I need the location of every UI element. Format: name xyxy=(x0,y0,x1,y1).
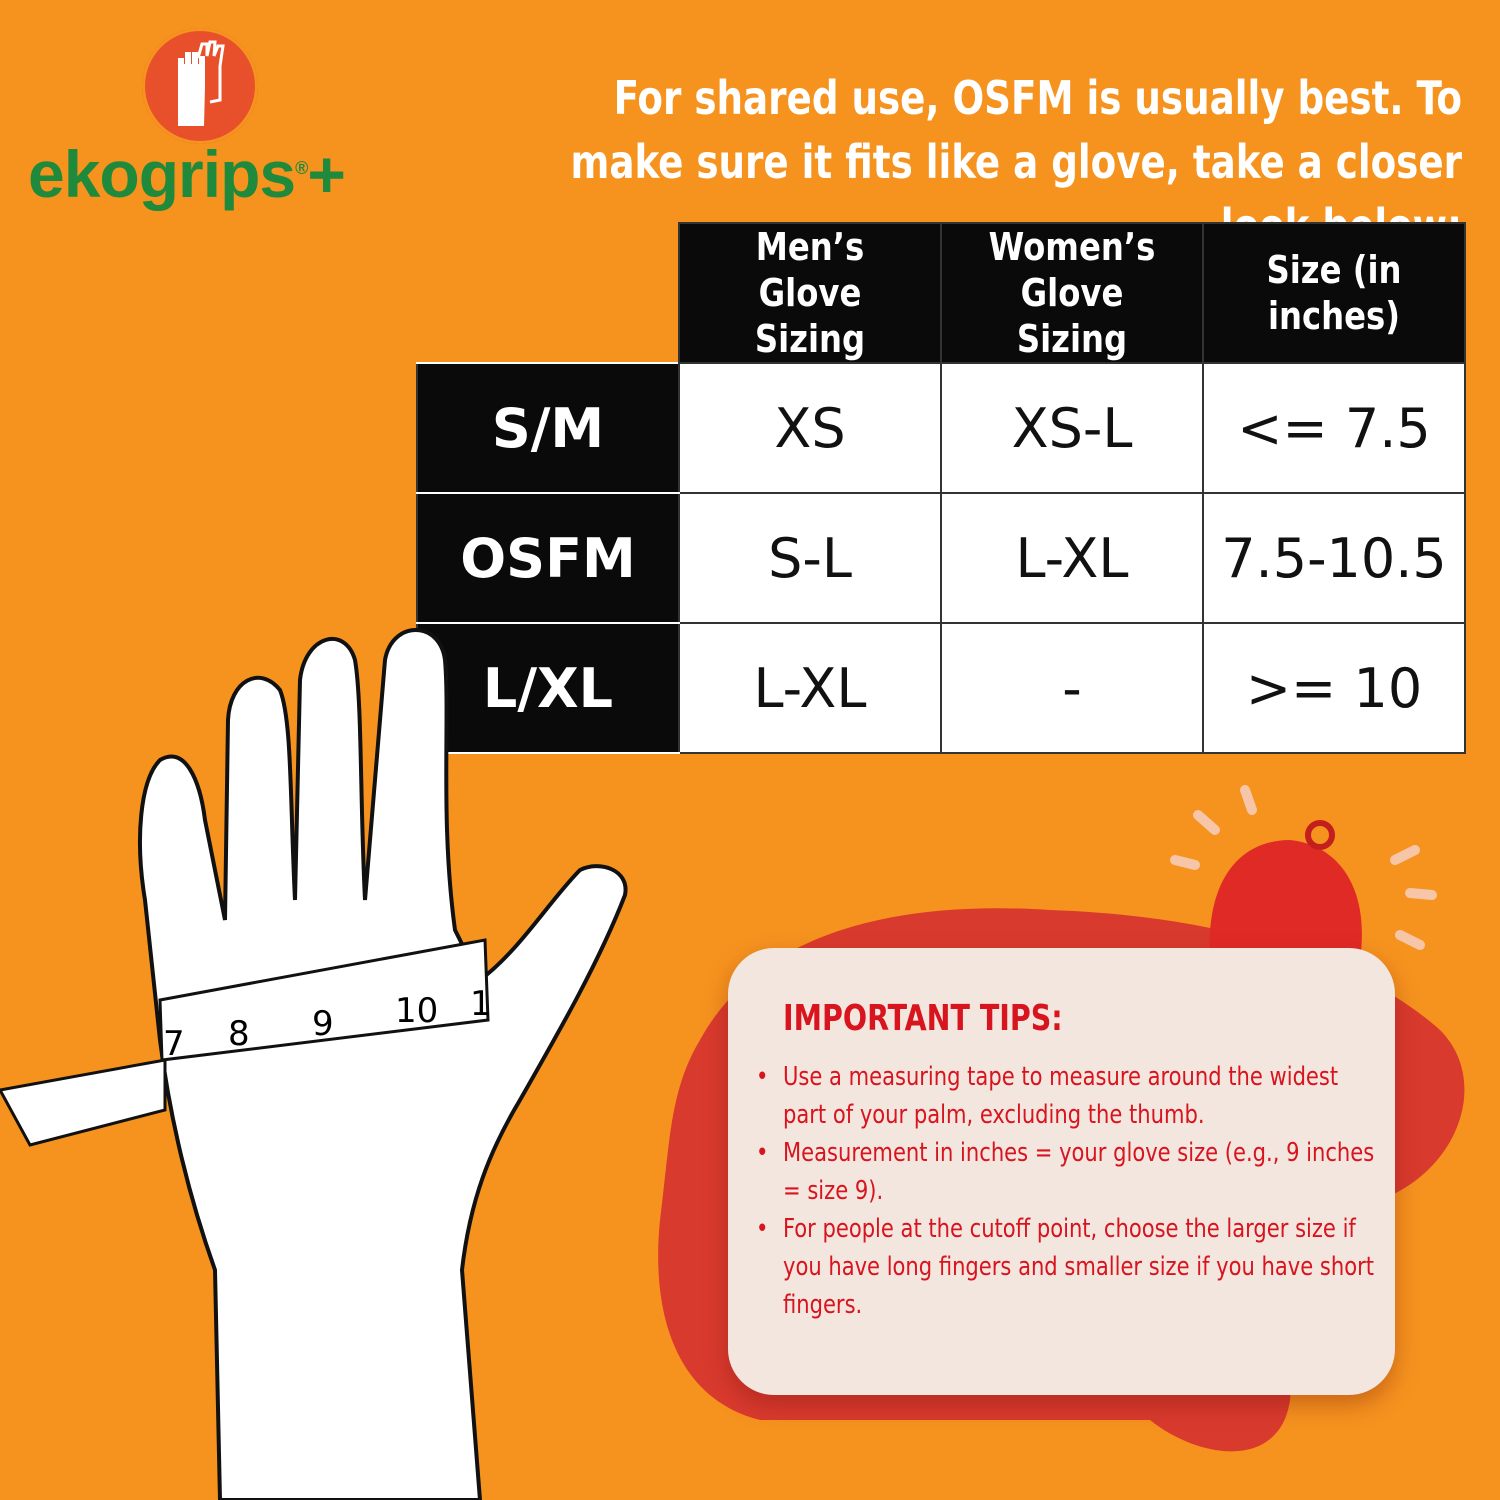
registered-mark: ® xyxy=(295,158,308,178)
brand-name: ekogrips xyxy=(28,137,296,211)
brand-logo: ekogrips®+ xyxy=(20,28,400,228)
table-cell: 7.5-10.5 xyxy=(1202,492,1466,624)
tape-number: 8 xyxy=(228,1014,250,1054)
row-label: L/XL xyxy=(416,622,680,754)
table-cell: XS-L xyxy=(940,362,1204,494)
table-cell: S-L xyxy=(678,492,942,624)
headline: For shared use, OSFM is usually best. To… xyxy=(570,71,1462,253)
table-header-row: Men’s Glove Sizing Women’s Glove Sizing … xyxy=(417,222,1466,364)
table-cell: >= 10 xyxy=(1202,622,1466,754)
tape-number: 1 xyxy=(470,984,492,1024)
tip-item: Measurement in inches = your glove size … xyxy=(756,1134,1377,1210)
size-chart-table: Men’s Glove Sizing Women’s Glove Sizing … xyxy=(416,222,1466,754)
table-row: OSFM S-L L-XL 7.5-10.5 xyxy=(416,492,1466,624)
table-cell: <= 7.5 xyxy=(1202,362,1466,494)
table-cell: XS xyxy=(678,362,942,494)
brand-suffix: + xyxy=(307,137,346,211)
hand-with-measuring-tape-icon: 7 8 9 10 1 xyxy=(0,628,628,1500)
blank-header xyxy=(417,223,679,363)
gloves-icon xyxy=(142,28,258,144)
tip-item: Use a measuring tape to measure around t… xyxy=(756,1058,1377,1134)
table-row: L/XL L-XL - >= 10 xyxy=(416,622,1466,754)
column-header: Size (in inches) xyxy=(1202,222,1466,364)
column-header: Men’s Glove Sizing xyxy=(678,222,942,364)
row-label: S/M xyxy=(416,362,680,494)
tip-item: For people at the cutoff point, choose t… xyxy=(756,1210,1377,1324)
table-cell: L-XL xyxy=(678,622,942,754)
row-label: OSFM xyxy=(416,492,680,624)
table-cell: - xyxy=(940,622,1204,754)
tape-number: 10 xyxy=(395,991,438,1031)
tips-title: IMPORTANT TIPS: xyxy=(783,998,1063,1039)
tape-number: 7 xyxy=(163,1024,185,1064)
tips-list: Use a measuring tape to measure around t… xyxy=(756,1058,1383,1324)
column-header: Women’s Glove Sizing xyxy=(940,222,1204,364)
tape-number: 9 xyxy=(312,1004,334,1044)
table-cell: L-XL xyxy=(940,492,1204,624)
table-row: S/M XS XS-L <= 7.5 xyxy=(416,362,1466,494)
important-tips-card: IMPORTANT TIPS: Use a measuring tape to … xyxy=(728,948,1395,1395)
